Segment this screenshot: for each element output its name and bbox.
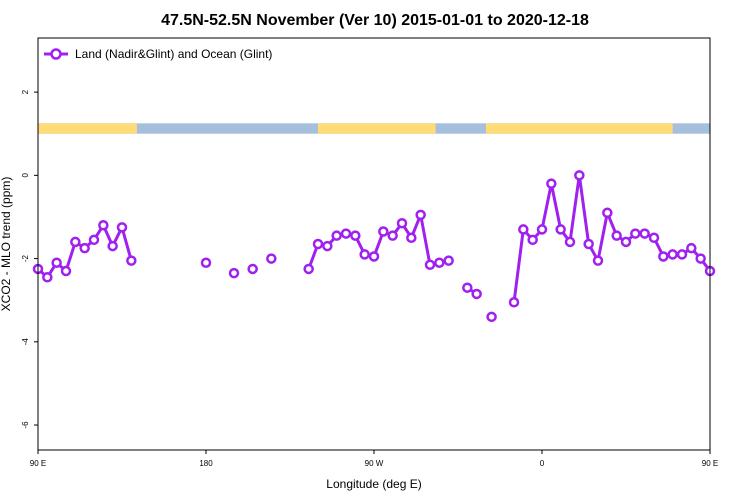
series-line-0-8: [512, 173, 712, 303]
data-point-0-5-13: [424, 259, 436, 271]
data-point-0-8-11: [611, 230, 622, 241]
data-point-0-0-5: [79, 242, 90, 254]
data-point-0-0-4: [70, 236, 81, 248]
data-point-0-5-8: [378, 226, 389, 237]
x-tick-label-4: 90 E: [702, 459, 718, 468]
plot-area: [32, 37, 716, 451]
data-point-0-8-19: [686, 242, 697, 254]
data-point-0-5-9: [387, 230, 398, 241]
data-point-0-3-0: [247, 263, 258, 275]
data-point-0-0-8: [107, 240, 118, 252]
x-tick-label-1: 180: [199, 459, 213, 468]
legend: Land (Nadir&Glint) and Ocean (Glint): [44, 47, 272, 61]
data-point-0-8-17: [667, 249, 678, 260]
x-tick-label-2: 90 W: [365, 459, 384, 468]
data-point-0-0-2: [51, 257, 62, 268]
data-point-0-5-4: [340, 228, 352, 239]
x-tick-label-3: 0: [540, 459, 545, 468]
x-axis-label: Longitude (deg E): [326, 477, 421, 491]
legend-label: Land (Nadir&Glint) and Ocean (Glint): [75, 47, 272, 61]
land-band-2: [486, 123, 673, 134]
data-point-0-0-10: [126, 255, 137, 266]
plot-frame: [37, 37, 711, 451]
data-point-0-8-7: [574, 170, 585, 181]
data-point-0-8-5: [555, 224, 566, 235]
data-point-0-8-18: [676, 249, 688, 260]
land-band-1: [318, 123, 436, 134]
land-band-0: [38, 123, 137, 134]
data-point-0-8-9: [592, 255, 604, 266]
data-point-0-8-8: [583, 238, 594, 250]
data-point-0-0-7: [98, 220, 109, 231]
data-point-0-8-0: [508, 297, 520, 308]
y-axis-label: XCO2 - MLO trend (ppm): [0, 177, 13, 312]
data-point-0-5-2: [322, 240, 333, 252]
data-point-0-5-0: [303, 263, 314, 275]
y-tick-label-2: -2: [21, 254, 30, 262]
data-point-0-0-3: [60, 265, 72, 277]
data-point-0-8-10: [602, 207, 613, 219]
data-point-0-8-16: [658, 251, 669, 262]
x-axis: 90 E 180 90 W 0 90 E: [30, 450, 718, 468]
data-point-0-2-0: [228, 267, 240, 279]
data-point-0-5-12: [415, 209, 426, 221]
data-point-0-8-20: [695, 253, 706, 264]
data-point-0-5-10: [396, 217, 408, 229]
y-tick-label-3: -4: [21, 338, 30, 346]
data-point-0-0-1: [42, 272, 53, 283]
data-point-0-8-2: [527, 234, 538, 246]
chart-title: 47.5N-52.5N November (Ver 10) 2015-01-01…: [161, 12, 589, 29]
data-point-0-5-15: [443, 255, 454, 266]
y-tick-label-4: -6: [21, 421, 30, 429]
series-line-0-5: [307, 213, 449, 270]
data-point-0-4-0: [266, 253, 277, 264]
data-point-0-5-14: [434, 257, 445, 268]
data-point-0-0-6: [88, 234, 100, 246]
data-point-0-5-7: [368, 251, 380, 262]
data-point-0-0-9: [116, 222, 128, 233]
data-point-0-5-6: [359, 249, 370, 260]
data-point-0-8-1: [518, 224, 529, 235]
data-point-0-5-1: [312, 238, 324, 250]
data-point-0-8-4: [546, 178, 557, 189]
data-point-0-6-1: [471, 288, 482, 300]
data-point-0-8-12: [620, 236, 632, 248]
data-point-0-8-13: [630, 228, 641, 239]
land-ocean-bar: [38, 123, 710, 134]
y-tick-label-1: 0: [21, 173, 30, 178]
data-point-0-6-0: [462, 282, 473, 293]
legend-marker: [50, 48, 62, 60]
data-point-0-8-6: [564, 236, 576, 248]
data-point-0-5-5: [350, 230, 361, 241]
data-point-0-1-0: [200, 257, 212, 268]
data-point-0-7-0: [486, 311, 497, 323]
data-point-0-5-3: [331, 230, 342, 241]
data-point-0-8-15: [648, 232, 660, 244]
y-tick-label-0: 2: [21, 89, 30, 94]
data-point-0-5-11: [406, 232, 417, 244]
x-tick-label-0: 90 E: [30, 459, 46, 468]
data-point-0-8-3: [536, 224, 548, 235]
series-layer: [32, 170, 716, 323]
data-point-0-8-14: [639, 228, 650, 239]
y-axis: 2 0 -2 -4 -6: [21, 89, 38, 429]
